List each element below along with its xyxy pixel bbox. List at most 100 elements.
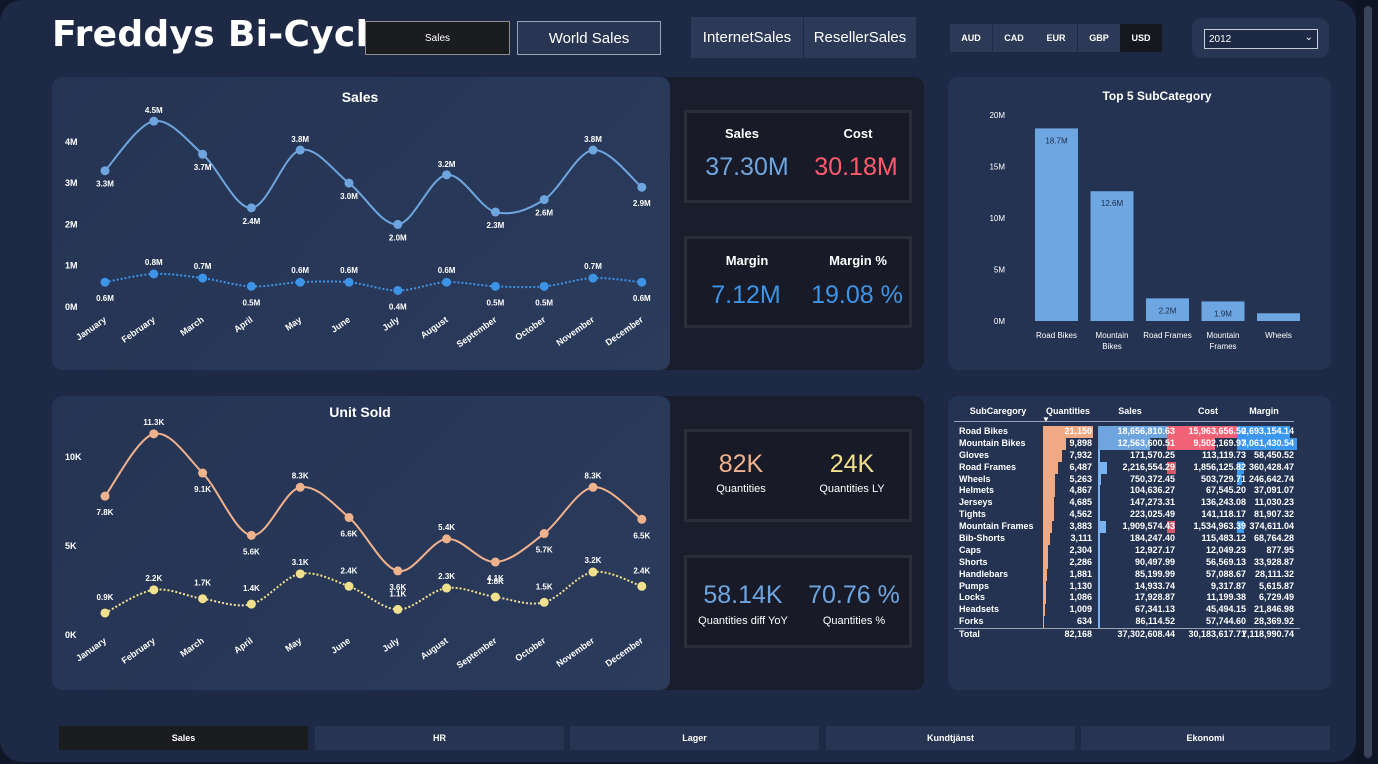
row-cost: 45,494.15 bbox=[1205, 604, 1246, 615]
row-subcategory: Caps bbox=[959, 544, 982, 555]
header-margin[interactable]: Margin bbox=[1249, 406, 1279, 416]
currency-eur-button[interactable]: EUR bbox=[1035, 24, 1077, 52]
row-cost: 503,729.71 bbox=[1200, 473, 1246, 484]
currency-gbp-button[interactable]: GBP bbox=[1078, 24, 1120, 52]
row-quantities: 1,086 bbox=[1069, 592, 1092, 603]
table-row[interactable]: Caps 2,304 12,927.17 12,049.23 877.95 bbox=[954, 544, 1300, 557]
reseller-sales-button[interactable]: ResellerSales bbox=[804, 17, 916, 58]
margin-data-label: 0.6M bbox=[340, 266, 358, 275]
sales-point bbox=[246, 203, 256, 213]
margin-data-label: 0.6M bbox=[291, 266, 309, 275]
units-y-tick: 10K bbox=[65, 452, 82, 462]
sort-descending-icon: ▼ bbox=[1042, 415, 1050, 424]
sales-line-chart: Sales 4M 3M 2M 1M 0M January February March Apri… bbox=[65, 89, 651, 349]
header-cost[interactable]: Cost bbox=[1198, 406, 1218, 416]
vertical-scrollbar[interactable] bbox=[1364, 6, 1372, 758]
row-cost: 1,856,125.82 bbox=[1193, 461, 1246, 472]
cost-data-bar bbox=[1167, 437, 1215, 450]
table-row[interactable]: Gloves 7,932 171,570.25 113,119.73 58,450.52 bbox=[954, 449, 1300, 462]
header-subcategory[interactable]: SubCaregory bbox=[969, 406, 1027, 416]
top5-bar-label: 1.9M bbox=[1214, 309, 1232, 318]
margin-point bbox=[393, 285, 403, 295]
row-cost: 141,118.17 bbox=[1201, 509, 1246, 520]
total-quantities: 82,168 bbox=[1064, 629, 1092, 640]
row-margin: 374,611.04 bbox=[1249, 521, 1294, 532]
sales-y-tick: 1M bbox=[65, 261, 78, 271]
row-cost: 56,569.13 bbox=[1205, 556, 1246, 567]
top5-category-label: Mountain bbox=[1207, 331, 1240, 340]
top5-bar-label: 2.2M bbox=[1159, 306, 1177, 315]
table-row[interactable]: Headsets 1,009 67,341.13 45,494.15 21,846.98 bbox=[954, 604, 1300, 617]
sales-data-bar bbox=[1098, 580, 1100, 593]
quantity-data-bar bbox=[1043, 533, 1051, 545]
tab-sales[interactable]: Sales bbox=[59, 726, 308, 750]
row-sales: 85,199.99 bbox=[1134, 568, 1175, 579]
units-x-tick: May bbox=[283, 635, 303, 653]
currency-usd-button[interactable]: USD bbox=[1120, 24, 1162, 52]
table-row[interactable]: Tights 4,562 223,025.49 141,118.17 81,907.32 bbox=[954, 509, 1300, 522]
internet-sales-button[interactable]: InternetSales bbox=[691, 17, 803, 58]
sales-x-tick: April bbox=[232, 314, 255, 334]
tab-lager[interactable]: Lager bbox=[570, 726, 819, 750]
row-sales: 171,570.25 bbox=[1129, 449, 1175, 460]
world-sales-button[interactable]: World Sales bbox=[517, 21, 661, 55]
units-ly-data-label: 1.8K bbox=[487, 577, 504, 586]
sales-data-label: 2.4M bbox=[243, 217, 261, 226]
sales-data-bar bbox=[1098, 461, 1108, 474]
table-row[interactable]: Wheels 5,263 750,372.45 503,729.71 246,642.7… bbox=[954, 473, 1300, 486]
top5-bar-label: 12.6M bbox=[1101, 199, 1124, 208]
table-row[interactable]: Road Frames 6,487 2,216,554.29 1,856,125.82… bbox=[954, 461, 1300, 474]
units-data-label: 11.3K bbox=[143, 418, 164, 427]
units-point bbox=[344, 513, 354, 523]
tab-hr[interactable]: HR bbox=[315, 726, 564, 750]
quantity-data-bar bbox=[1043, 568, 1048, 581]
units-point bbox=[442, 534, 452, 544]
quantity-data-bar bbox=[1043, 580, 1046, 593]
currency-cad-button[interactable]: CAD bbox=[993, 24, 1035, 52]
top5-bar bbox=[1257, 313, 1300, 321]
row-margin: 68,764.28 bbox=[1253, 533, 1294, 544]
header-quantities[interactable]: Quantities bbox=[1045, 406, 1090, 416]
table-row[interactable]: Handlebars 1,881 85,199.99 57,088.67 28,111.… bbox=[954, 568, 1300, 581]
year-dropdown-value: 2012 bbox=[1209, 33, 1232, 45]
sales-data-bar bbox=[1098, 592, 1100, 605]
quantities-diff-kpi-card: 58.14K 70.76 % Quantities diff YoY Quant… bbox=[684, 555, 912, 648]
table-row[interactable]: Bib-Shorts 3,111 184,247.40 115,483.12 68,76… bbox=[954, 533, 1300, 545]
row-subcategory: Forks bbox=[959, 616, 984, 627]
row-margin: 81,907.32 bbox=[1253, 509, 1294, 520]
currency-aud-button[interactable]: AUD bbox=[950, 24, 992, 52]
units-x-tick: March bbox=[178, 635, 205, 658]
sales-point bbox=[149, 116, 159, 126]
year-dropdown[interactable]: 2012 ⌄ bbox=[1204, 29, 1318, 49]
table-row[interactable]: Locks 1,086 17,928.87 11,199.38 6,729.49 bbox=[954, 592, 1300, 605]
table-row[interactable]: Helmets 4,867 104,636.27 67,545.20 37,091.07 bbox=[954, 485, 1300, 498]
tab-ekonomi[interactable]: Ekonomi bbox=[1081, 726, 1330, 750]
row-quantities: 6,487 bbox=[1069, 461, 1092, 472]
header-sales[interactable]: Sales bbox=[1118, 406, 1142, 416]
sales-data-bar bbox=[1098, 437, 1150, 450]
units-chart-title: Unit Sold bbox=[329, 404, 390, 420]
top5-bar bbox=[1146, 298, 1189, 321]
units-ly-data-label: 1.5K bbox=[536, 582, 553, 591]
table-row[interactable]: Mountain Frames 3,883 1,909,574.43 1,534,96… bbox=[954, 521, 1300, 534]
row-subcategory: Helmets bbox=[959, 485, 995, 496]
row-cost: 12,049.23 bbox=[1205, 544, 1246, 555]
units-x-tick: July bbox=[380, 635, 400, 654]
row-quantities: 4,867 bbox=[1069, 485, 1092, 496]
sales-page-button[interactable]: Sales bbox=[365, 21, 510, 55]
table-row[interactable]: Pumps 1,130 14,933.74 9,317.87 5,615.87 bbox=[954, 580, 1300, 593]
table-row[interactable]: Road Bikes 21,150 18,656,810.63 15,963,656.… bbox=[954, 426, 1300, 438]
table-row[interactable]: Mountain Bikes 9,898 12,563,600.51 9,502,16… bbox=[954, 437, 1300, 450]
units-ly-point bbox=[246, 599, 256, 609]
tab-kundtjanst[interactable]: Kundtjänst bbox=[826, 726, 1075, 750]
top5-chart-title: Top 5 SubCategory bbox=[1102, 89, 1211, 103]
sales-data-label: 2.0M bbox=[389, 233, 407, 242]
row-margin: 2,693,154.14 bbox=[1241, 426, 1294, 436]
table-row[interactable]: Jerseys 4,685 147,273.31 136,243.08 11,030.2… bbox=[954, 497, 1300, 510]
quantity-data-bar bbox=[1043, 437, 1067, 450]
table-row[interactable]: Forks 634 86,114.52 57,744.60 28,369.92 bbox=[954, 616, 1300, 629]
page-title: Freddys Bi-Cycle bbox=[52, 14, 393, 55]
table-row[interactable]: Shorts 2,286 90,497.99 56,569.13 33,928.87 bbox=[954, 556, 1300, 569]
margin-pct-kpi-label: Margin % bbox=[829, 253, 887, 268]
margin-data-bar bbox=[1237, 473, 1242, 486]
